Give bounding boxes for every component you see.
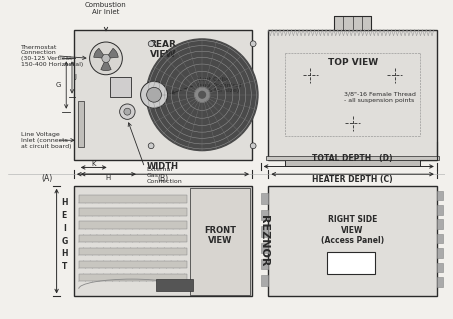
Text: (B): (B) [157,174,169,183]
Text: K: K [92,160,96,167]
Bar [79,208,187,216]
Text: REZNOR: REZNOR [259,215,269,267]
Bar [437,248,443,258]
Text: (A): (A) [41,174,53,182]
Bar [79,221,187,229]
Circle shape [147,87,161,102]
Text: H: H [61,198,67,207]
Wedge shape [94,48,106,58]
Text: Line Voltage
Inlet (connects
at circuit board): Line Voltage Inlet (connects at circuit … [21,132,72,149]
Bar [260,193,268,204]
Text: I: I [63,224,66,233]
Circle shape [195,88,209,101]
Circle shape [199,92,206,98]
Polygon shape [419,142,437,160]
Text: Thermostat
Connection
(30-125 Vertical;
150-400 Horizontal): Thermostat Connection (30-125 Vertical; … [21,45,83,67]
Text: TOTAL DEPTH   (D): TOTAL DEPTH (D) [313,154,393,163]
Circle shape [250,41,256,47]
Wedge shape [101,58,111,70]
Bar [268,186,437,296]
Circle shape [146,39,258,151]
Text: REZNOR: REZNOR [163,282,186,287]
Text: External
Gas
Connection: External Gas Connection [147,167,183,184]
Bar [260,226,268,237]
Text: E: E [62,211,67,220]
Bar [437,234,443,243]
Bar [260,275,268,286]
Text: J: J [74,75,76,80]
Bar [260,259,268,270]
Circle shape [120,104,135,119]
Bar [156,279,193,291]
Text: FRONT
VIEW: FRONT VIEW [204,226,236,245]
Bar [78,101,83,147]
Bar [285,160,420,166]
Bar [79,234,187,242]
Text: TOP VIEW: TOP VIEW [328,58,378,67]
Circle shape [90,42,122,75]
Text: WIDTH: WIDTH [147,162,179,171]
Bar [260,210,268,220]
Wedge shape [106,48,118,58]
Circle shape [124,108,131,115]
Bar [334,16,371,30]
Text: G: G [56,82,62,88]
Text: H: H [61,249,67,258]
Bar [437,277,443,287]
Text: Combustion
Air Inlet: Combustion Air Inlet [85,2,127,15]
Bar [79,261,187,268]
Text: HEATER DEPTH (C): HEATER DEPTH (C) [312,175,393,184]
Bar [260,242,268,253]
Bar [79,274,187,281]
Bar [79,248,187,255]
Bar [437,190,443,200]
Bar [74,186,252,296]
Bar [437,219,443,229]
Bar [328,252,375,274]
Text: REAR
VIEW: REAR VIEW [149,40,176,59]
Text: 3/8"-16 Female Thread
- all suspension points: 3/8"-16 Female Thread - all suspension p… [344,92,416,103]
Circle shape [102,54,110,63]
Bar [79,195,187,203]
Bar [266,156,439,160]
Bar [437,205,443,215]
Circle shape [250,143,256,149]
Bar [190,188,250,294]
Text: G: G [61,237,67,246]
Circle shape [148,41,154,47]
Circle shape [140,81,168,108]
Text: RIGHT SIDE
VIEW
(Access Panel): RIGHT SIDE VIEW (Access Panel) [321,215,384,245]
Circle shape [148,143,154,149]
Bar [268,30,437,160]
Text: Vent Collar
(see Technical
Data for size): Vent Collar (see Technical Data for size… [198,77,242,93]
Text: H: H [106,175,111,181]
Bar [437,263,443,272]
Text: T: T [62,263,67,271]
Bar [110,77,131,97]
Bar [74,30,252,160]
